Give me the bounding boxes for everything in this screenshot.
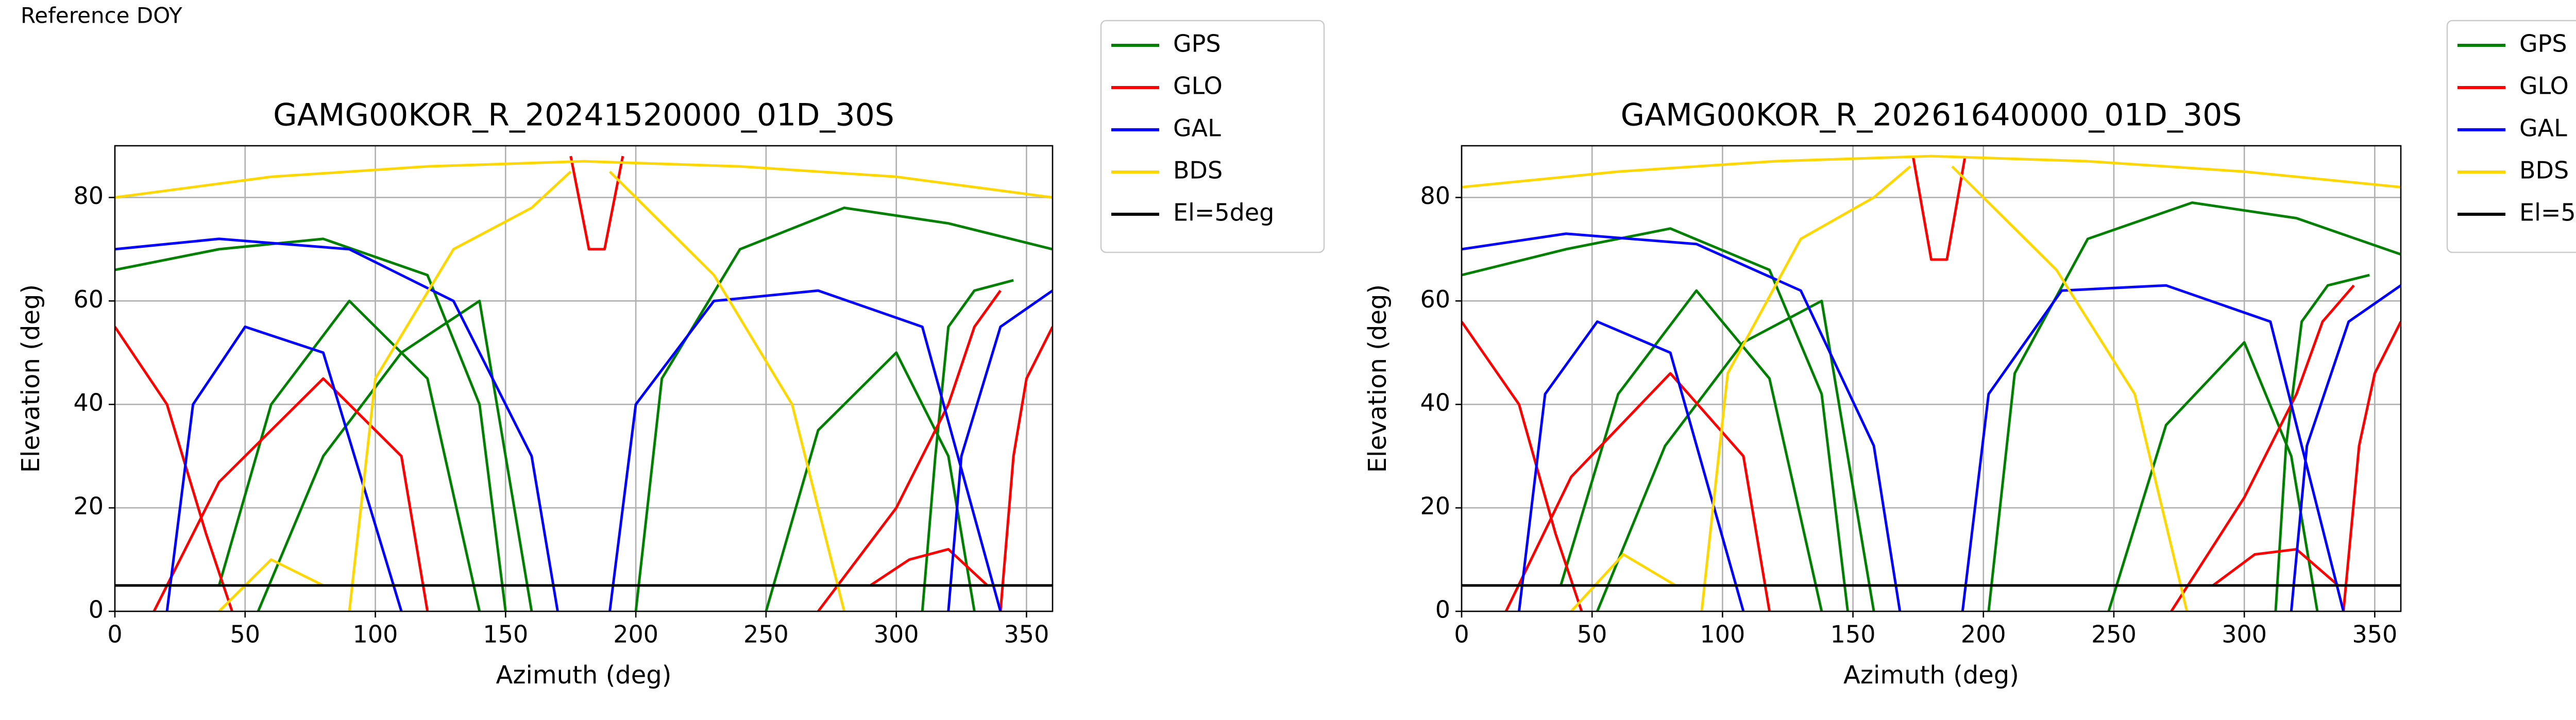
y-tick-label: 40 (73, 389, 104, 417)
track (1951, 165, 2189, 611)
legend-label: GPS (2519, 30, 2567, 58)
legend-label: GLO (2519, 72, 2569, 100)
x-tick-label: 350 (1004, 621, 1049, 648)
track (1560, 289, 1823, 611)
x-tick-label: 50 (1577, 621, 1607, 648)
track (2212, 547, 2340, 587)
x-tick-label: 50 (230, 621, 261, 648)
track (115, 237, 507, 611)
track (152, 377, 429, 611)
axes-frame (114, 145, 1054, 612)
legend-box (2446, 20, 2576, 253)
track (257, 299, 533, 611)
track (1462, 155, 2401, 188)
track (1462, 232, 1902, 611)
track (1961, 284, 2345, 611)
y-tick-label: 0 (89, 596, 104, 624)
track (165, 325, 403, 611)
x-tick-label: 100 (353, 621, 398, 648)
track (634, 207, 1053, 611)
y-tick-label: 20 (1420, 492, 1450, 520)
x-tick-label: 250 (2091, 621, 2137, 648)
track (947, 289, 1053, 611)
legend-label: BDS (1173, 157, 1223, 184)
y-tick-label: 60 (1420, 285, 1450, 313)
legend-label: GPS (1173, 30, 1221, 58)
legend-label: El=5deg (2519, 199, 2576, 227)
y-tick-label: 40 (1420, 389, 1450, 417)
legend-label: GAL (1173, 114, 1221, 142)
plot-area (1462, 155, 2401, 611)
reference-label: Reference DOY (21, 3, 182, 28)
y-tick-label: 80 (73, 182, 104, 210)
track (1570, 553, 1676, 611)
track (2274, 273, 2370, 611)
y-axis-label: Elevation (deg) (16, 284, 45, 473)
track (1462, 321, 1583, 611)
x-tick-label: 350 (2352, 621, 2397, 648)
track (217, 299, 481, 611)
y-axis-label: Elevation (deg) (1363, 284, 1392, 473)
y-tick-label: 20 (73, 492, 104, 520)
track (608, 170, 845, 611)
track (999, 326, 1053, 611)
plot-area (115, 156, 1053, 611)
x-tick-label: 100 (1700, 621, 1745, 648)
axes-frame (1461, 145, 2402, 612)
legend-box (1100, 20, 1325, 253)
track (817, 289, 1002, 611)
legend-label: GLO (1173, 72, 1223, 100)
track (1700, 165, 1911, 611)
track (115, 160, 1053, 199)
x-tick-label: 0 (107, 621, 122, 648)
x-axis-label: Azimuth (deg) (496, 661, 672, 690)
track (2290, 284, 2401, 611)
y-tick-label: 80 (1420, 182, 1450, 210)
track (218, 558, 324, 611)
x-tick-label: 150 (483, 621, 528, 648)
track (2170, 284, 2355, 611)
y-tick-label: 60 (73, 285, 104, 313)
track (765, 351, 976, 611)
legend-label: BDS (2519, 157, 2569, 184)
track (1462, 227, 1849, 611)
track (1911, 156, 1967, 261)
x-tick-label: 200 (1961, 621, 2006, 648)
y-tick-label: 0 (1435, 596, 1450, 624)
x-tick-label: 200 (613, 621, 658, 648)
track (1517, 320, 1745, 611)
track (921, 279, 1014, 611)
track (869, 547, 989, 587)
track (348, 170, 572, 611)
x-tick-label: 0 (1454, 621, 1469, 648)
track (608, 289, 1002, 611)
track (115, 237, 559, 611)
x-tick-label: 150 (1831, 621, 1876, 648)
chart-title: GAMG00KOR_R_20261640000_01D_30S (1621, 97, 2242, 133)
track (1987, 201, 2401, 611)
track (115, 326, 233, 611)
track (569, 156, 624, 251)
x-tick-label: 250 (743, 621, 789, 648)
chart-title: GAMG00KOR_R_20241520000_01D_30S (273, 97, 894, 133)
legend-label: El=5deg (1173, 199, 1274, 227)
x-tick-label: 300 (874, 621, 919, 648)
track (1504, 372, 1771, 611)
legend-label: GAL (2519, 114, 2567, 142)
x-tick-label: 300 (2222, 621, 2267, 648)
x-axis-label: Azimuth (deg) (1843, 661, 2019, 690)
track (2342, 321, 2401, 611)
